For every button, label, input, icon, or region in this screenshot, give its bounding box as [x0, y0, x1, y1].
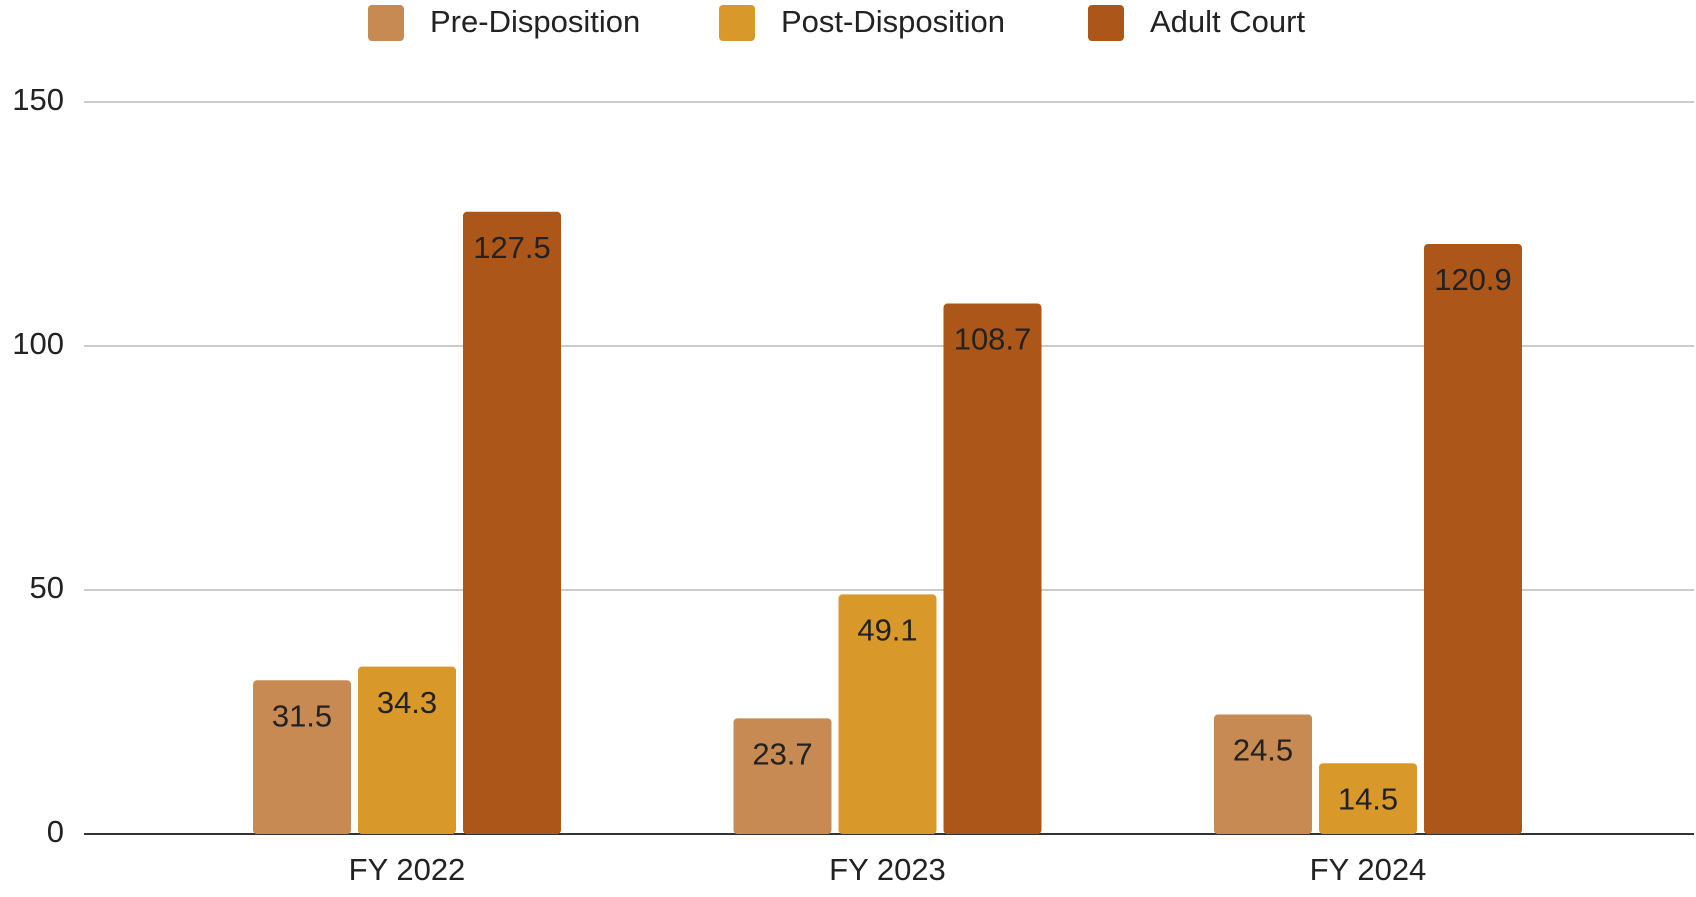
- y-tick-label: 100: [12, 326, 64, 361]
- bar: [1424, 244, 1522, 834]
- legend-label: Post-Disposition: [781, 4, 1005, 39]
- legend-swatch: [1088, 5, 1124, 41]
- y-tick-label: 150: [12, 82, 64, 117]
- legend-swatch: [368, 5, 404, 41]
- value-label: 120.9: [1434, 262, 1512, 297]
- x-tick-label: FY 2024: [1310, 852, 1427, 887]
- value-label: 108.7: [954, 322, 1032, 357]
- value-label: 24.5: [1233, 733, 1293, 768]
- legend-swatch: [719, 5, 755, 41]
- y-tick-label: 50: [30, 570, 64, 605]
- x-tick-label: FY 2022: [349, 852, 466, 887]
- value-label: 14.5: [1338, 781, 1398, 816]
- x-tick-label: FY 2023: [829, 852, 946, 887]
- bar: [253, 680, 351, 834]
- bar: [358, 666, 456, 834]
- bar: [733, 718, 832, 834]
- bar: [1319, 763, 1417, 834]
- legend-label: Pre-Disposition: [430, 4, 640, 39]
- bar: [943, 303, 1042, 834]
- bar: [838, 594, 937, 834]
- y-tick-label: 0: [47, 814, 64, 849]
- value-label: 34.3: [377, 685, 437, 720]
- value-label: 127.5: [473, 230, 551, 265]
- bar: [1214, 714, 1312, 834]
- value-label: 49.1: [857, 613, 917, 648]
- value-label: 31.5: [272, 698, 332, 733]
- value-label: 23.7: [752, 737, 812, 772]
- legend-label: Adult Court: [1150, 4, 1305, 39]
- bar: [463, 211, 561, 835]
